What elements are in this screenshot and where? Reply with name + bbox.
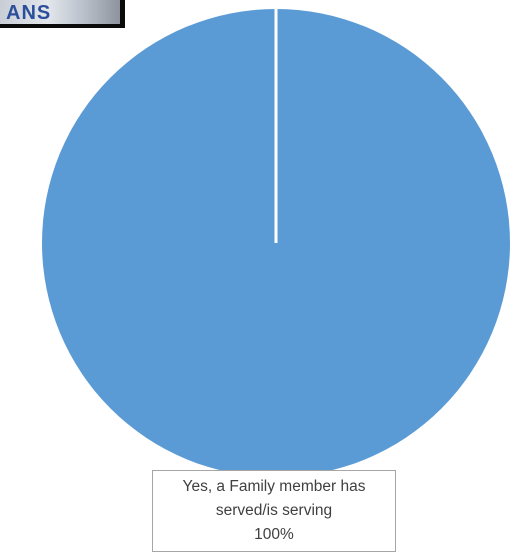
data-label-slice-yes: Yes, a Family member has served/is servi… xyxy=(152,470,396,552)
data-label-percent: 100% xyxy=(254,526,294,543)
photo-lettering: ANS xyxy=(6,2,52,24)
photo-fragment-icon: ANS xyxy=(0,0,120,24)
data-label-line-2: served/is serving xyxy=(215,502,333,519)
data-label-line-1: Yes, a Family member has xyxy=(182,478,366,495)
corner-photo: ANS xyxy=(0,0,125,28)
